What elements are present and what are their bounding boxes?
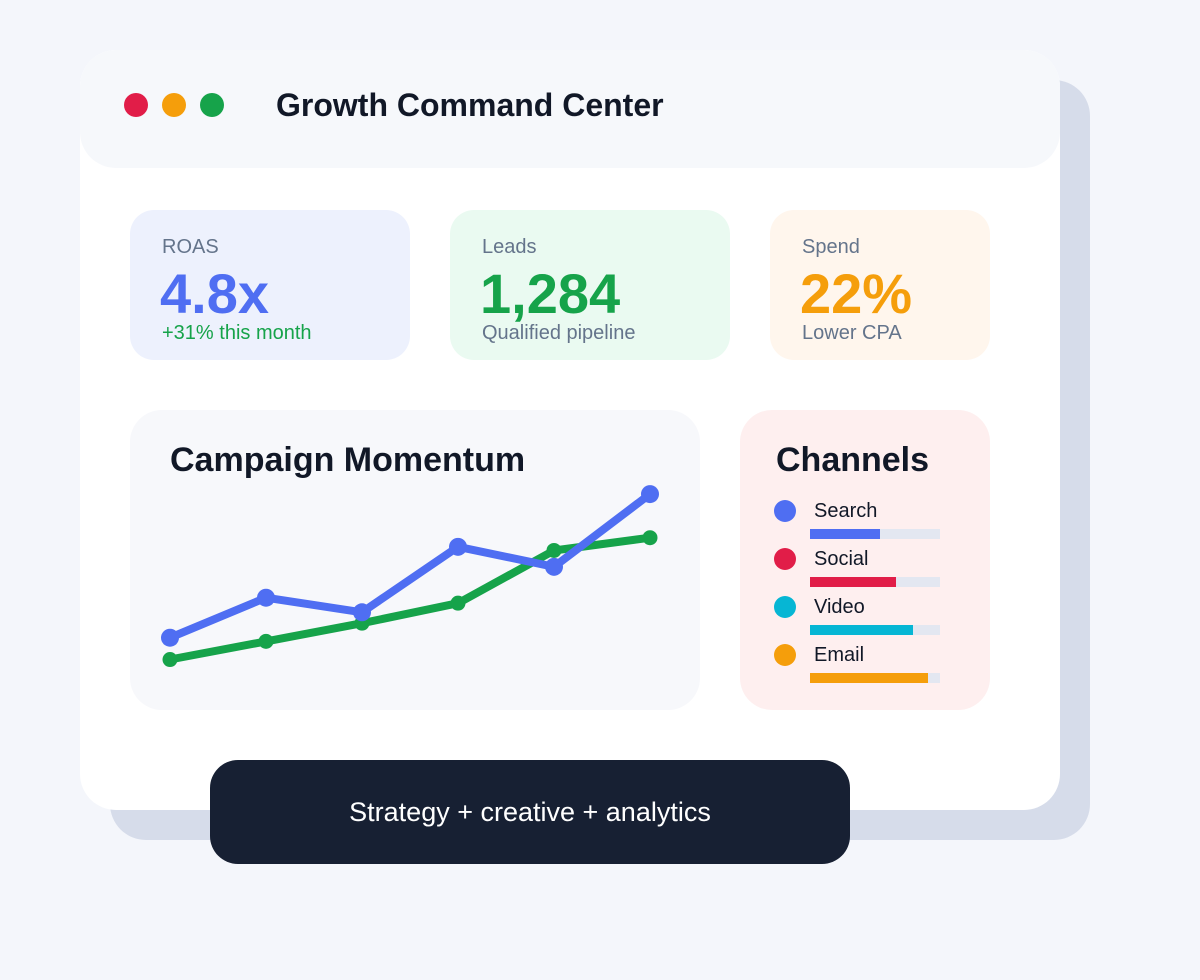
kpi-label: Spend bbox=[802, 236, 860, 258]
channel-label: Social bbox=[814, 548, 869, 570]
kpi-value: 4.8x bbox=[160, 262, 269, 325]
channel-row-video[interactable]: Video bbox=[740, 596, 990, 644]
data-point-1-5[interactable] bbox=[642, 530, 658, 546]
channels-panel: Channels Search Social Video Email bbox=[740, 410, 990, 710]
kpi-value: 22% bbox=[800, 262, 913, 325]
channel-share-fill bbox=[810, 673, 929, 683]
channel-color-dot bbox=[774, 644, 796, 666]
channel-row-email[interactable]: Email bbox=[740, 644, 990, 692]
maximize-dot[interactable] bbox=[200, 93, 224, 117]
momentum-line-chart bbox=[161, 485, 659, 668]
data-point-1-4[interactable] bbox=[546, 542, 562, 558]
data-point-0-5[interactable] bbox=[641, 485, 659, 504]
data-point-0-1[interactable] bbox=[257, 588, 275, 607]
channel-color-dot bbox=[774, 596, 796, 618]
tagline-text: Strategy + creative + analytics bbox=[349, 796, 711, 827]
kpi-subtext: +31% this month bbox=[162, 322, 312, 344]
data-point-0-4[interactable] bbox=[545, 557, 563, 576]
channel-share-bar bbox=[810, 673, 940, 683]
kpi-subtext: Lower CPA bbox=[802, 322, 902, 344]
channel-row-social[interactable]: Social bbox=[740, 548, 990, 596]
data-point-1-1[interactable] bbox=[258, 633, 274, 649]
channel-color-dot bbox=[774, 548, 796, 570]
channel-share-fill bbox=[810, 625, 913, 635]
tagline-banner: Strategy + creative + analytics bbox=[210, 760, 850, 864]
campaign-momentum-panel: Campaign Momentum bbox=[130, 410, 700, 710]
data-point-0-0[interactable] bbox=[161, 628, 179, 647]
title-bar: Growth Command Center bbox=[80, 50, 1060, 168]
dashboard-window: Growth Command Center ROAS 4.8x +31% thi… bbox=[80, 50, 1060, 810]
data-point-0-2[interactable] bbox=[353, 603, 371, 622]
channel-share-bar bbox=[810, 529, 940, 539]
channel-row-search[interactable]: Search bbox=[740, 500, 990, 548]
kpi-card-spend[interactable]: Spend 22% Lower CPA bbox=[770, 210, 990, 360]
kpi-value: 1,284 bbox=[480, 262, 621, 325]
kpi-card-roas[interactable]: ROAS 4.8x +31% this month bbox=[130, 210, 410, 360]
channels-title: Channels bbox=[776, 441, 930, 479]
channel-color-dot bbox=[774, 500, 796, 522]
series-line-0 bbox=[166, 490, 654, 642]
channel-label: Search bbox=[814, 500, 878, 522]
chart-title: Campaign Momentum bbox=[170, 441, 526, 479]
channel-label: Video bbox=[814, 596, 865, 618]
close-dot[interactable] bbox=[124, 93, 148, 117]
data-point-1-3[interactable] bbox=[450, 595, 466, 611]
kpi-label: ROAS bbox=[162, 236, 219, 258]
kpi-label: Leads bbox=[482, 236, 537, 258]
data-point-1-0[interactable] bbox=[162, 652, 178, 668]
data-point-0-3[interactable] bbox=[449, 537, 467, 556]
minimize-dot[interactable] bbox=[162, 93, 186, 117]
channel-share-bar bbox=[810, 625, 940, 635]
kpi-card-leads[interactable]: Leads 1,284 Qualified pipeline bbox=[450, 210, 730, 360]
kpi-subtext: Qualified pipeline bbox=[482, 322, 636, 344]
series-line-1 bbox=[166, 533, 654, 664]
channel-share-bar bbox=[810, 577, 940, 587]
channel-share-fill bbox=[810, 529, 881, 539]
channel-label: Email bbox=[814, 644, 865, 666]
channel-share-fill bbox=[810, 577, 896, 587]
app-title: Growth Command Center bbox=[276, 87, 664, 123]
